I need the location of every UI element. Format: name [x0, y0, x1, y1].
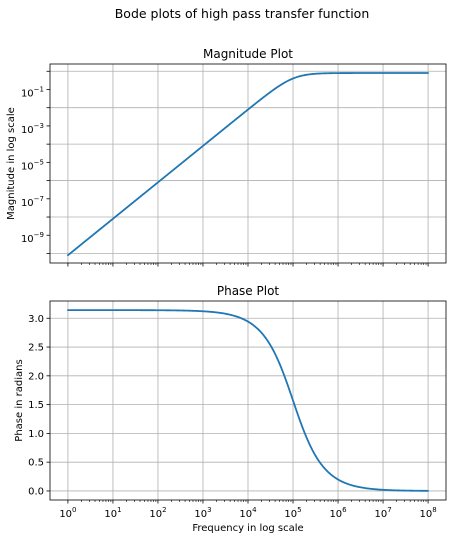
magnitude-y-tick-label-exponent: −9 [34, 231, 44, 239]
phase-x-tick-label-base: 10 [239, 509, 252, 520]
magnitude-y-tick-label-exponent: −1 [34, 85, 44, 93]
phase-y-tick-label: 0.5 [28, 458, 44, 469]
phase-y-tick-label: 3.0 [28, 314, 44, 325]
phase-y-tick-label: 0.0 [28, 486, 44, 497]
phase-y-tick-label: 1.0 [28, 429, 44, 440]
phase-y-tick-label: 2.0 [28, 371, 44, 382]
phase-x-tick-label-exponent: 4 [252, 506, 257, 514]
figure-suptitle: Bode plots of high pass transfer functio… [115, 6, 370, 21]
magnitude-y-tick-label-exponent: −3 [34, 122, 44, 130]
magnitude-y-axis-label: Magnitude in log scale [6, 107, 17, 220]
magnitude-y-tick-label-exponent: −5 [34, 158, 44, 166]
magnitude-y-tick-label-base: 10 [21, 198, 34, 209]
phase-x-tick-label-base: 10 [419, 509, 432, 520]
magnitude-plot-title: Magnitude Plot [203, 47, 293, 61]
phase-x-tick-label-base: 10 [329, 509, 342, 520]
phase-x-tick-label-base: 10 [59, 509, 72, 520]
phase-x-tick-label-base: 10 [194, 509, 207, 520]
magnitude-y-tick-label-exponent: −7 [34, 195, 44, 203]
phase-x-tick-label-exponent: 7 [387, 506, 391, 514]
phase-x-tick-label-base: 10 [149, 509, 162, 520]
magnitude-y-tick-label-base: 10 [21, 125, 34, 136]
phase-x-tick-label-exponent: 3 [207, 506, 211, 514]
phase-x-tick-label-exponent: 8 [432, 506, 436, 514]
phase-plot-title: Phase Plot [217, 284, 280, 298]
magnitude-y-tick-label-base: 10 [21, 234, 34, 245]
phase-y-axis-label: Phase in radians [14, 359, 25, 441]
phase-y-tick-label: 2.5 [28, 343, 44, 354]
phase-x-tick-label-base: 10 [284, 509, 297, 520]
phase-x-tick-label-base: 10 [104, 509, 117, 520]
magnitude-y-tick-label-base: 10 [21, 161, 34, 172]
phase-x-tick-label-exponent: 2 [162, 506, 166, 514]
phase-y-tick-label: 1.5 [28, 400, 44, 411]
magnitude-y-tick-label-base: 10 [21, 88, 34, 99]
phase-x-tick-label-exponent: 6 [342, 506, 347, 514]
phase-x-tick-label-exponent: 5 [297, 506, 301, 514]
phase-x-tick-label-exponent: 1 [117, 506, 121, 514]
phase-x-axis-label: Frequency in log scale [192, 523, 303, 534]
phase-x-tick-label-base: 10 [374, 509, 387, 520]
phase-x-tick-label-exponent: 0 [72, 506, 76, 514]
